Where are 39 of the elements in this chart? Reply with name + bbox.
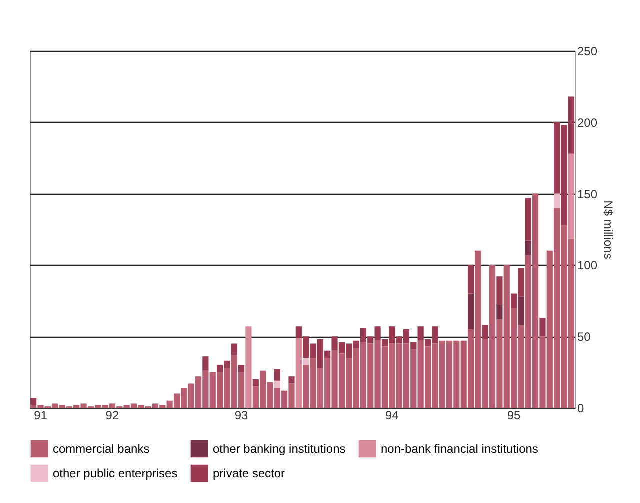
y-tick-label: 0 [578, 402, 584, 416]
y-tick-label: 50 [578, 330, 592, 344]
bar [554, 194, 560, 208]
x-tick-label: 91 [34, 408, 48, 422]
bar [30, 398, 37, 406]
y-tick-label: 150 [578, 187, 598, 202]
y-tick-label: 250 [578, 44, 598, 58]
bar [231, 344, 238, 356]
bar [238, 365, 245, 372]
bar [274, 369, 280, 381]
y-tick-label: 200 [578, 116, 598, 130]
x-tick-label: 94 [385, 408, 400, 422]
bar [482, 325, 488, 340]
legend-label: non-bank financial institutions [381, 442, 538, 456]
bar [525, 198, 532, 241]
bar [468, 265, 474, 294]
bar [540, 318, 546, 337]
y-tick-label: 100 [578, 258, 598, 273]
bar [496, 305, 503, 320]
bar [518, 296, 524, 326]
bar [568, 154, 574, 240]
x-tick-label: 95 [507, 408, 522, 422]
y-axis-title: N$ millions [602, 200, 616, 260]
legend-label: other banking institutions [213, 442, 346, 456]
bar [288, 376, 295, 384]
bar [246, 326, 252, 408]
x-tick-label: 93 [234, 408, 249, 422]
bar [496, 276, 503, 306]
x-tick-label: 92 [106, 408, 120, 422]
bar [202, 356, 209, 371]
legend-label: private sector [213, 466, 286, 480]
bar [274, 380, 280, 388]
bar [303, 358, 310, 366]
bar [525, 240, 532, 256]
bar [296, 338, 302, 408]
bar [252, 379, 259, 387]
bar [468, 294, 474, 330]
legend-label: commercial banks [53, 442, 150, 456]
legend-label: other public enterprises [53, 466, 178, 480]
